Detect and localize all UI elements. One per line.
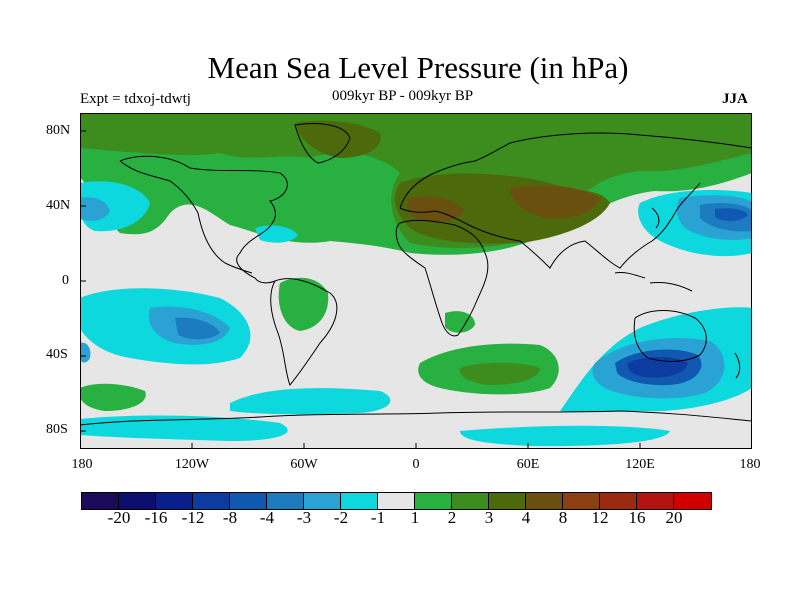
- map-title: Mean Sea Level Pressure (in hPa): [207, 50, 629, 85]
- lon-label-120e: 120E: [625, 457, 655, 472]
- colorbar-swatch: [230, 493, 267, 509]
- lon-label-0: 0: [412, 457, 420, 472]
- lat-label-40n: 40N: [46, 198, 71, 213]
- colorbar-label: -20: [107, 508, 131, 527]
- colorbar-swatch: [341, 493, 378, 509]
- southern-ocean-negative: [230, 388, 391, 415]
- colorbar-label: -1: [370, 508, 386, 527]
- colorbar-swatch: [563, 493, 600, 509]
- colorbar-swatch: [637, 493, 674, 509]
- colorbar-swatch: [600, 493, 637, 509]
- antarctic-negative-2: [460, 425, 670, 447]
- coastlines: [80, 123, 752, 426]
- colorbar-swatch: [193, 493, 230, 509]
- colorbar-swatch: [267, 493, 304, 509]
- sw-pacific-negative-left: [80, 342, 91, 363]
- colorbar-label: 1: [410, 508, 420, 527]
- antarctic-negative: [80, 415, 288, 441]
- south-pacific-positive: [80, 383, 146, 411]
- colorbar-label: -2: [333, 508, 349, 527]
- colorbar-swatch: [674, 493, 711, 509]
- nw-pacific-negative-core: [715, 208, 748, 222]
- colorbar-label: 4: [521, 508, 531, 527]
- colorbar-label: 16: [628, 508, 646, 527]
- colorbar: [81, 492, 712, 510]
- colorbar-swatch: [82, 493, 119, 509]
- atlantic-negative: [255, 225, 298, 243]
- colorbar-label: -12: [181, 508, 205, 527]
- pressure-anomaly-map: [80, 113, 752, 449]
- colorbar-label: -8: [222, 508, 238, 527]
- lat-label-80s: 80S: [46, 422, 68, 437]
- arctic-positive-inner: [295, 120, 381, 158]
- period-label: 009kyr BP - 009kyr BP: [332, 88, 474, 104]
- colorbar-swatch: [156, 493, 193, 509]
- lat-label-0: 0: [62, 273, 69, 288]
- lon-label-180e: 180: [739, 457, 761, 472]
- ne-pacific-negative-2: [80, 197, 110, 221]
- experiment-label: Expt = tdxoj-tdwtj: [80, 91, 191, 107]
- lon-label-60w: 60W: [290, 457, 318, 472]
- south-pacific-negative-core: [175, 317, 220, 340]
- colorbar-swatch: [489, 493, 526, 509]
- colorbar-label: 8: [558, 508, 568, 527]
- asia-positive-max: [510, 185, 600, 219]
- colorbar-label: -16: [144, 508, 168, 527]
- colorbar-swatch: [119, 493, 156, 509]
- lon-label-180w: 180: [71, 457, 93, 472]
- axis-ticks: [80, 130, 641, 449]
- asia-positive-max-2: [406, 196, 465, 223]
- colorbar-swatch: [526, 493, 563, 509]
- lon-label-60e: 60E: [516, 457, 540, 472]
- south-indian-positive-core: [459, 362, 540, 385]
- colorbar-swatch: [415, 493, 452, 509]
- map-panel: [80, 113, 752, 449]
- colorbar-swatch: [452, 493, 489, 509]
- lon-label-120w: 120W: [174, 457, 210, 472]
- colorbar-swatch: [378, 493, 415, 509]
- lat-label-80n: 80N: [46, 123, 71, 138]
- colorbar-label: 3: [484, 508, 494, 527]
- colorbar-label: -3: [296, 508, 312, 527]
- south-america-positive: [278, 277, 329, 331]
- colorbar-label: -4: [259, 508, 275, 527]
- atlantic-positive-lobe: [200, 173, 297, 230]
- colorbar-swatch: [304, 493, 341, 509]
- lat-label-40s: 40S: [46, 347, 68, 362]
- colorbar-label: 12: [591, 508, 609, 527]
- southern-africa-positive: [445, 311, 475, 333]
- colorbar-label: 20: [665, 508, 683, 527]
- season-label: JJA: [722, 91, 748, 107]
- colorbar-label: 2: [447, 508, 457, 527]
- australia-negative-core: [627, 357, 688, 378]
